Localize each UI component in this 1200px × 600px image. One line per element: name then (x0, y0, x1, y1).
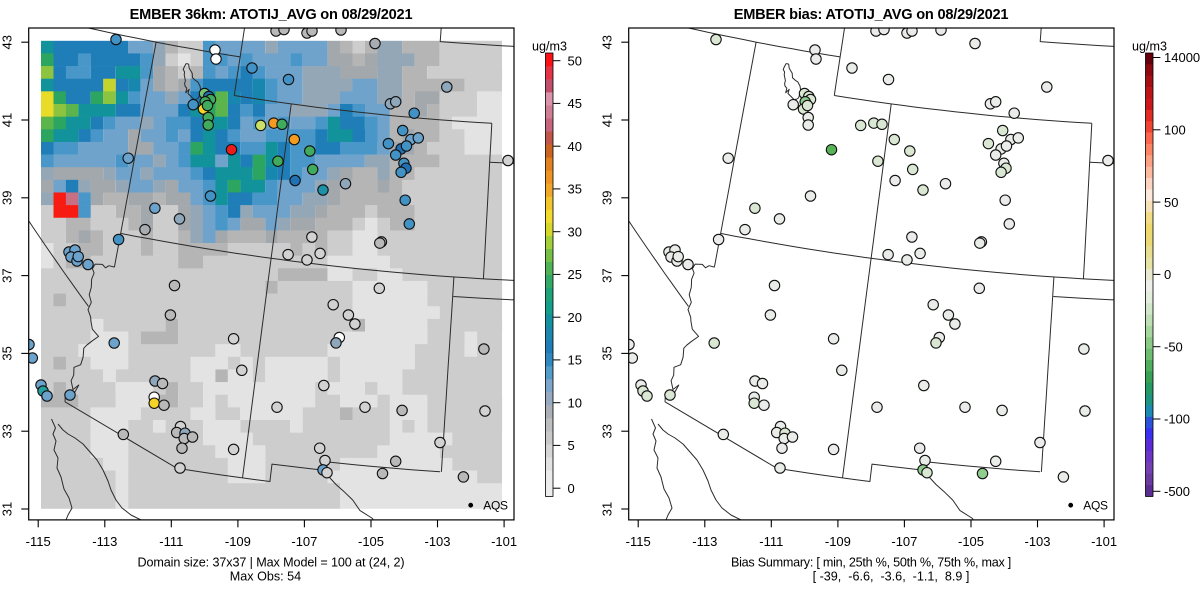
svg-text:14000: 14000 (1164, 50, 1200, 65)
svg-text:Domain size: 37x37 | Max Model: Domain size: 37x37 | Max Model = 100 at … (137, 556, 404, 570)
svg-text:35: 35 (568, 182, 582, 197)
svg-text:39: 39 (0, 191, 14, 205)
svg-text:EMBER 36km: ATOTIJ_AVG on 08/2: EMBER 36km: ATOTIJ_AVG on 08/29/2021 (130, 7, 413, 23)
svg-text:39: 39 (599, 191, 614, 205)
svg-text:AQS: AQS (483, 499, 508, 513)
svg-text:50: 50 (568, 53, 582, 68)
svg-text:41: 41 (599, 113, 614, 127)
svg-text:-111: -111 (759, 534, 783, 549)
svg-text:-115: -115 (26, 534, 51, 549)
svg-text:-103: -103 (424, 534, 450, 549)
svg-text:-109: -109 (825, 534, 851, 549)
svg-text:43: 43 (599, 35, 614, 49)
svg-text:-103: -103 (1024, 534, 1050, 549)
svg-text:ug/m3: ug/m3 (532, 40, 567, 54)
svg-text:-107: -107 (291, 534, 317, 549)
svg-text:35: 35 (0, 346, 14, 360)
svg-text:-109: -109 (225, 534, 251, 549)
svg-text:33: 33 (599, 424, 614, 438)
svg-text:33: 33 (0, 424, 14, 438)
svg-text:100: 100 (1164, 123, 1186, 138)
svg-text:AQS: AQS (1083, 499, 1108, 513)
svg-text:37: 37 (599, 268, 614, 282)
svg-text:ug/m3: ug/m3 (1132, 40, 1167, 54)
svg-text:20: 20 (568, 310, 582, 325)
svg-text:35: 35 (599, 346, 614, 360)
svg-text:40: 40 (568, 139, 582, 154)
svg-text:-115: -115 (626, 534, 651, 549)
svg-text:10: 10 (568, 395, 582, 410)
svg-text:45: 45 (568, 96, 582, 111)
svg-text:-101: -101 (491, 534, 517, 549)
svg-text:50: 50 (1164, 195, 1178, 210)
svg-text:-500: -500 (1164, 484, 1190, 499)
svg-text:-105: -105 (358, 534, 384, 549)
svg-text:Bias Summary: [ min, 25th %, 5: Bias Summary: [ min, 25th %, 50th %, 75t… (731, 556, 1011, 570)
svg-text:-107: -107 (891, 534, 917, 549)
svg-text:0: 0 (1164, 267, 1171, 282)
svg-text:5: 5 (568, 438, 575, 453)
svg-text:-101: -101 (1091, 534, 1117, 549)
svg-text:[ -39, -6.6, -3.6, -1.1, 8: [ -39, -6.6, -3.6, -1.1, 8.9 ] (813, 570, 970, 584)
svg-text:31: 31 (0, 502, 14, 516)
svg-text:15: 15 (568, 353, 582, 368)
svg-text:0: 0 (568, 481, 575, 496)
svg-text:37: 37 (0, 268, 14, 282)
svg-text:30: 30 (568, 224, 582, 239)
svg-text:-105: -105 (958, 534, 984, 549)
svg-text:31: 31 (599, 502, 614, 516)
svg-text:43: 43 (0, 35, 14, 49)
svg-text:-100: -100 (1164, 412, 1190, 427)
svg-text:EMBER bias: ATOTIJ_AVG on 08/2: EMBER bias: ATOTIJ_AVG on 08/29/2021 (734, 7, 1009, 23)
svg-text:-50: -50 (1164, 339, 1183, 354)
svg-text:41: 41 (0, 113, 14, 127)
svg-text:-111: -111 (159, 534, 183, 549)
svg-text:-113: -113 (692, 534, 717, 549)
svg-text:Max Obs: 54: Max Obs: 54 (230, 570, 301, 584)
svg-text:25: 25 (568, 267, 582, 282)
svg-text:-113: -113 (92, 534, 117, 549)
